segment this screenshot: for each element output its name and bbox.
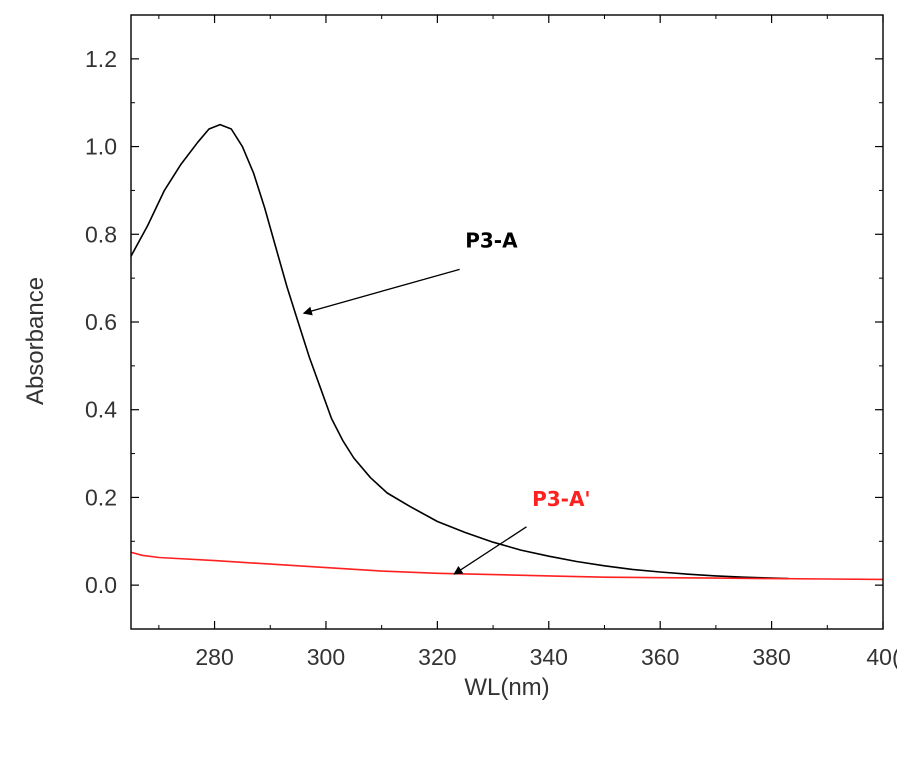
y-axis-title: Absorbance bbox=[22, 277, 49, 405]
plot-frame bbox=[130, 14, 884, 630]
y-tick-label: 0.0 bbox=[85, 572, 117, 598]
annotation-arrow-p3-a bbox=[302, 268, 460, 316]
annotation-label-p3-a: P3-A bbox=[465, 228, 518, 252]
x-tick-label: 360 bbox=[641, 644, 679, 670]
y-tick-label: 0.4 bbox=[85, 397, 117, 423]
x-tick-label: 380 bbox=[752, 644, 790, 670]
tick-labels-layer: 280 300 320 340 360 380 40( 0.0 0.2 0.4 0.6 0.8 1.0 1… bbox=[85, 46, 897, 670]
x-tick-label: 40( bbox=[866, 644, 897, 670]
y-tick-label: 0.8 bbox=[85, 221, 117, 247]
x-tick-label: 320 bbox=[418, 644, 456, 670]
ticks-layer bbox=[131, 14, 884, 630]
series-line-p3-a-prime bbox=[131, 551, 883, 581]
y-tick-label: 0.6 bbox=[85, 309, 117, 335]
x-tick-label: 280 bbox=[195, 644, 233, 670]
x-tick-label: 340 bbox=[530, 644, 568, 670]
y-tick-label: 1.0 bbox=[85, 134, 117, 160]
annotations-layer: P3-A P3-A' bbox=[302, 228, 591, 575]
x-tick-label: 300 bbox=[307, 644, 345, 670]
annotation-label-p3-a-prime: P3-A' bbox=[532, 487, 590, 511]
series-line-p3-a bbox=[131, 123, 790, 580]
y-tick-label: 1.2 bbox=[85, 46, 117, 72]
series-layer bbox=[131, 123, 883, 581]
y-tick-label: 0.2 bbox=[85, 484, 117, 510]
x-axis-title: WL(nm) bbox=[464, 674, 549, 701]
annotation-arrow-p3-a-prime bbox=[453, 526, 527, 575]
